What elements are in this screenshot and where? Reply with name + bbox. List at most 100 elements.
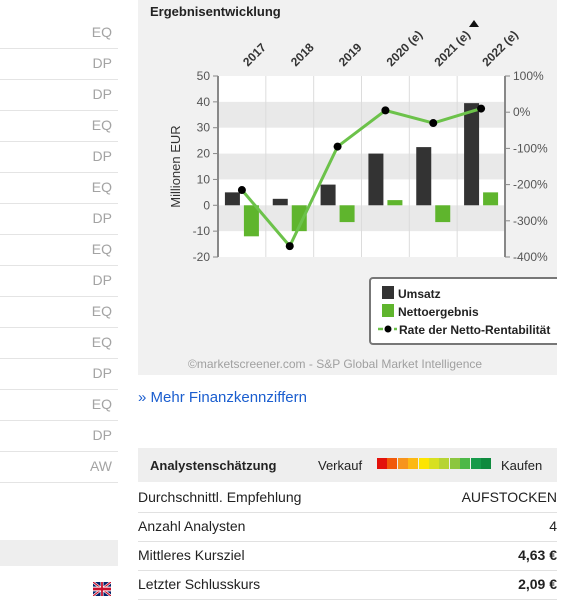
x-tick-label: 2020 (e) bbox=[384, 28, 426, 70]
bar-nettoergebnis bbox=[483, 192, 499, 206]
chart-credit: ©marketscreener.com - S&P Global Market … bbox=[188, 357, 482, 371]
instrument-type-code: AW bbox=[89, 458, 112, 474]
legend-label: Nettoergebnis bbox=[398, 305, 479, 319]
rating-sell-label: Verkauf bbox=[318, 458, 363, 473]
list-item[interactable]: DP bbox=[0, 266, 118, 297]
info-value: 4,63 € bbox=[518, 547, 557, 563]
info-row: Mittleres Kursziel 4,63 € bbox=[138, 541, 557, 571]
list-item[interactable]: EQ bbox=[0, 390, 118, 421]
x-tick-label: 2018 bbox=[288, 40, 317, 69]
y-tick-label: -20 bbox=[193, 250, 211, 264]
rating-scale-segment bbox=[418, 458, 429, 469]
list-item[interactable]: DP bbox=[0, 421, 118, 452]
list-item[interactable]: EQ bbox=[0, 173, 118, 204]
uk-flag-icon[interactable] bbox=[93, 582, 111, 596]
list-item[interactable]: AW bbox=[0, 452, 118, 483]
y2-tick-label: -300% bbox=[513, 214, 548, 228]
y-tick-label: 30 bbox=[197, 121, 211, 135]
info-label: Anzahl Analysten bbox=[138, 518, 246, 534]
bar-nettoergebnis bbox=[339, 205, 355, 223]
list-item[interactable]: EQ bbox=[0, 18, 118, 49]
info-label: Mittleres Kursziel bbox=[138, 547, 245, 563]
y2-tick-label: 0% bbox=[513, 105, 531, 119]
instrument-type-code: DP bbox=[92, 148, 112, 164]
info-value: 2,09 € bbox=[518, 576, 557, 592]
instrument-type-code: DP bbox=[92, 210, 112, 226]
earnings-chart-panel: Ergebnisentwicklung 50 40 30 20 10 0 -10 -20 100… bbox=[138, 0, 557, 375]
y2-tick-label: 100% bbox=[513, 69, 544, 83]
x-tick-label: 2022 (e) bbox=[479, 28, 521, 70]
bar-umsatz bbox=[224, 192, 240, 206]
instrument-type-code: DP bbox=[92, 55, 112, 71]
info-row: Anzahl Analysten 4 bbox=[138, 512, 557, 542]
rating-buy-label: Kaufen bbox=[501, 458, 543, 473]
y-tick-label: 50 bbox=[197, 69, 211, 83]
list-item[interactable]: EQ bbox=[0, 328, 118, 359]
list-item[interactable]: DP bbox=[0, 142, 118, 173]
rating-scale-segment bbox=[439, 458, 450, 469]
rating-scale-segment bbox=[387, 458, 398, 469]
y-tick-label: 40 bbox=[197, 95, 211, 109]
bar-umsatz bbox=[464, 103, 480, 206]
y2-tick-label: -400% bbox=[513, 250, 548, 264]
rating-scale-segment bbox=[481, 458, 491, 469]
x-tick-label: 2021 (e) bbox=[431, 28, 473, 70]
instrument-type-code: DP bbox=[92, 86, 112, 102]
instrument-type-code: EQ bbox=[91, 179, 112, 195]
earnings-chart: 50 40 30 20 10 0 -10 -20 100% 0% -100% -200% -300% -4… bbox=[168, 28, 557, 371]
rating-scale-segment bbox=[429, 458, 439, 469]
instrument-type-code: EQ bbox=[91, 241, 112, 257]
list-item[interactable]: DP bbox=[0, 49, 118, 80]
instrument-type-code: DP bbox=[92, 272, 112, 288]
chart-heading: Ergebnisentwicklung bbox=[150, 4, 281, 19]
line-point bbox=[429, 119, 438, 128]
info-row: Letzter Schlusskurs 2,09 € bbox=[138, 570, 557, 600]
bar-umsatz bbox=[320, 184, 336, 206]
list-item[interactable]: DP bbox=[0, 204, 118, 235]
list-item[interactable]: DP bbox=[0, 80, 118, 111]
legend-swatch-umsatz bbox=[382, 286, 394, 299]
bar-umsatz bbox=[272, 198, 288, 206]
y-tick-label: 10 bbox=[197, 172, 211, 186]
line-point bbox=[477, 104, 486, 113]
list-item[interactable]: DP bbox=[0, 359, 118, 390]
line-point bbox=[333, 142, 342, 151]
bar-nettoergebnis bbox=[291, 205, 307, 232]
legend-swatch-nettoergebnis bbox=[382, 304, 394, 317]
line-point bbox=[285, 242, 294, 251]
rating-scale-segment bbox=[377, 458, 387, 469]
rating-scale-segment bbox=[449, 458, 460, 469]
instrument-list: EQ DP DP EQ DP EQ DP EQ DP EQ EQ DP EQ DP AW bbox=[0, 0, 118, 603]
rating-scale-segment bbox=[460, 458, 471, 469]
legend-swatch-rate-dot bbox=[384, 325, 392, 333]
y-axis-title: Millionen EUR bbox=[168, 125, 183, 207]
more-financials-link[interactable]: » Mehr Finanzkennziffern bbox=[138, 389, 307, 406]
bar-nettoergebnis bbox=[243, 205, 259, 237]
rating-scale-segment bbox=[397, 458, 408, 469]
bar-umsatz bbox=[368, 153, 384, 206]
profitability-line bbox=[240, 107, 482, 249]
instrument-type-code: DP bbox=[92, 427, 112, 443]
list-item[interactable]: EQ bbox=[0, 297, 118, 328]
rating-scale-segment bbox=[470, 458, 481, 469]
line-point bbox=[237, 186, 246, 195]
line-point bbox=[381, 106, 390, 115]
legend-label: Umsatz bbox=[398, 287, 441, 301]
y-tick-label: 0 bbox=[203, 198, 210, 212]
rating-title: Analystenschätzung bbox=[150, 458, 277, 473]
rating-scale-segment bbox=[408, 458, 419, 469]
y-tick-label: 20 bbox=[197, 147, 211, 161]
legend-box bbox=[369, 277, 557, 345]
list-item[interactable]: EQ bbox=[0, 235, 118, 266]
y2-tick-label: -100% bbox=[513, 141, 548, 155]
legend: Umsatz Nettoergebnis Rate der Netto-Rentab… bbox=[369, 277, 557, 345]
instrument-type-code: EQ bbox=[91, 396, 112, 412]
rating-scale bbox=[377, 458, 491, 469]
y-tick-label: -10 bbox=[193, 224, 211, 238]
x-tick-label: 2019 bbox=[336, 40, 365, 69]
list-item[interactable]: EQ bbox=[0, 111, 118, 142]
list-footer-band bbox=[0, 540, 118, 566]
info-value: 4 bbox=[549, 518, 557, 534]
info-label: Durchschnittl. Empfehlung bbox=[138, 489, 302, 505]
info-label: Letzter Schlusskurs bbox=[138, 576, 261, 592]
